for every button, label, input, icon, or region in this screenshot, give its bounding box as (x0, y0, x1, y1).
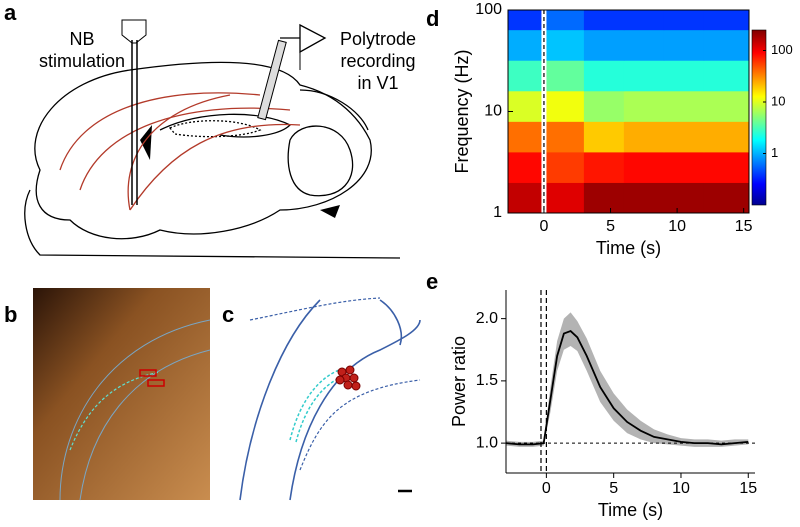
colorbar-tick-label: 10 (771, 93, 785, 108)
heatmap-cell (663, 182, 705, 214)
heatmap-cell (583, 60, 625, 92)
heatmap-cell (583, 151, 625, 183)
heatmap-cell (543, 151, 585, 183)
stim-label: stimulation (39, 51, 125, 71)
heatmap-cell (583, 182, 625, 214)
histology-photo (33, 288, 211, 501)
heatmap-cell (508, 182, 545, 214)
heatmap-cell (663, 60, 705, 92)
y-tick-label: 2.0 (476, 310, 498, 327)
heatmap-cell (543, 182, 585, 214)
panel-label: a (4, 0, 17, 25)
heatmap-cell (583, 10, 625, 31)
heatmap-cell (623, 182, 665, 214)
colorbar-tick-label: 100 (771, 42, 793, 57)
y-axis-label: Frequency (Hz) (452, 49, 472, 173)
heatmap-cell (623, 121, 665, 153)
heatmap-cell (508, 10, 545, 31)
y-tick-label: 100 (475, 1, 502, 18)
heatmap-cell (623, 90, 665, 122)
y-tick-label: 10 (484, 103, 502, 120)
heatmap-cell (508, 60, 545, 92)
heatmap-cell (583, 121, 625, 153)
heatmap-cell (663, 10, 705, 31)
heatmap-cell (663, 90, 705, 122)
x-tick-label: 5 (609, 480, 618, 497)
y-tick-label: 1.0 (476, 434, 498, 451)
heatmap-cell (703, 60, 750, 92)
heatmap-cell (703, 90, 750, 122)
panel-label: c (222, 302, 234, 327)
heatmap-cell (508, 29, 545, 61)
heatmap-cell (703, 151, 750, 183)
heatmap-cell (543, 121, 585, 153)
atlas-drawing (239, 297, 421, 501)
heatmap-cell (663, 151, 705, 183)
heatmap-cell (623, 60, 665, 92)
heatmap-cell (663, 121, 705, 153)
x-tick-label: 15 (739, 480, 757, 497)
heatmap-cell (623, 151, 665, 183)
heatmap-cell (508, 151, 545, 183)
error-band (506, 312, 749, 447)
x-axis-label: Time (s) (598, 500, 663, 520)
line (505, 330, 749, 446)
heatmap-cell (623, 10, 665, 31)
x-tick-label: 5 (606, 218, 615, 235)
heatmap-cell (543, 10, 585, 31)
stim-label: NB (69, 29, 94, 49)
x-axis-label: Time (s) (596, 238, 661, 258)
panel-label: b (4, 302, 17, 327)
y-tick-label: 1.5 (476, 372, 498, 389)
heatmap-cell (623, 29, 665, 61)
heatmap-cell (703, 121, 750, 153)
x-tick-label: 10 (668, 218, 686, 235)
heatmap-cell (703, 29, 750, 61)
heatmap-cell (508, 121, 545, 153)
heatmap-cell (663, 29, 705, 61)
recording-label: Polytrode (340, 29, 416, 49)
colorbar (751, 29, 767, 206)
heatmap-cell (543, 60, 585, 92)
heatmap-cell (508, 90, 545, 122)
x-tick-label: 0 (542, 480, 551, 497)
heatmap-cell (543, 29, 585, 61)
y-tick-label: 1 (493, 204, 502, 221)
panel-label: e (426, 269, 438, 294)
heatmap-cell (543, 90, 585, 122)
brain-diagram (24, 19, 401, 259)
colorbar-tick-label: 1 (771, 145, 778, 160)
heatmap-cell (583, 90, 625, 122)
heatmap-cell (703, 182, 750, 214)
x-tick-label: 10 (672, 480, 690, 497)
x-tick-label: 15 (735, 218, 753, 235)
heatmap-cell (703, 10, 750, 31)
heatmap-cell (583, 29, 625, 61)
recording-label: recording (340, 51, 415, 71)
recording-label: in V1 (357, 73, 398, 93)
y-axis-label: Power ratio (449, 336, 469, 427)
x-tick-label: 0 (539, 218, 548, 235)
panel-label: d (426, 6, 439, 31)
